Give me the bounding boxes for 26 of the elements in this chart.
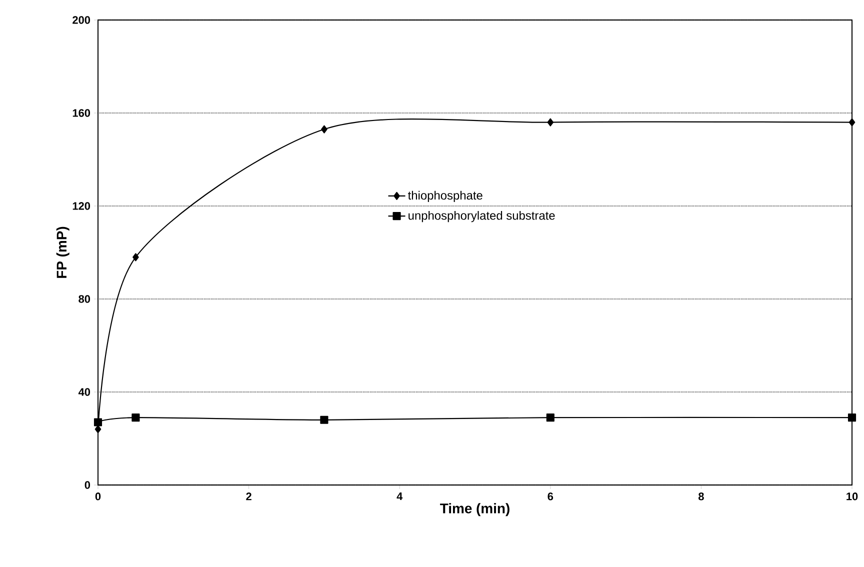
point [848,118,856,126]
point [94,418,102,426]
legend-label: thiophosphate [408,190,482,202]
point [848,414,856,422]
x-axis-title: Time (min) [440,503,510,516]
y-tick-label: 0 [84,481,90,489]
point [546,414,554,422]
point [132,253,139,262]
x-tick-label: 0 [95,492,101,500]
y-tick-label: 40 [78,388,90,396]
x-tick-label: 4 [396,492,403,500]
x-tick-label: 2 [246,492,252,500]
y-axis-title: FP (mP) [56,226,70,278]
point [94,425,102,434]
point [321,125,328,134]
x-tick-label: 8 [698,492,704,500]
point [320,416,328,424]
y-tick-label: 160 [72,109,90,117]
legend-label: unphosphorylated substrate [408,210,555,222]
point [547,118,554,126]
x-tick-label: 6 [548,492,554,500]
x-tick-label: 10 [846,492,858,500]
y-tick-label: 80 [78,295,90,303]
y-tick-label: 200 [72,16,90,24]
y-tick-label: 120 [72,202,90,210]
point [132,414,140,422]
